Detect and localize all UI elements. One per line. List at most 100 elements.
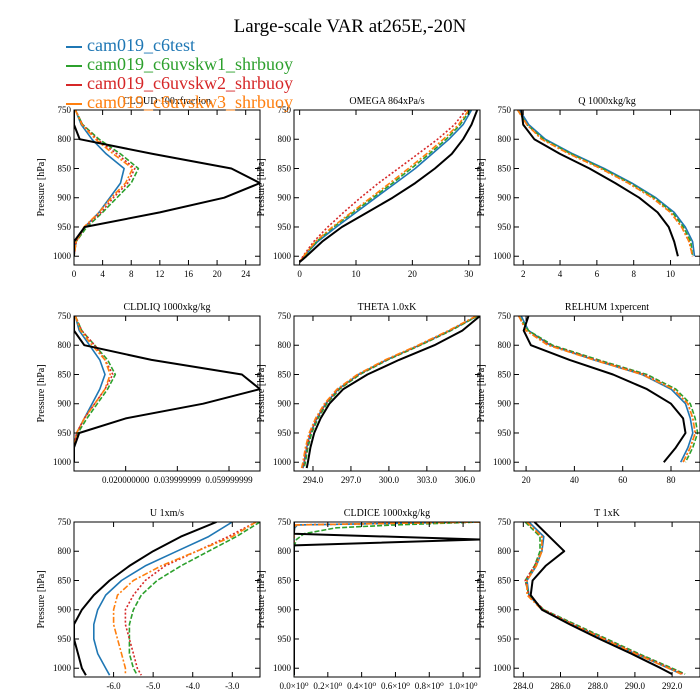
legend-item: cam019_c6uvskw1_shrbuoy <box>66 55 293 74</box>
subplot: 750 800 850 900 950 1000 0.0×10⁰ 0.2×10⁰ 0.4×10⁰… <box>256 508 481 691</box>
y-tick-label: 950 <box>278 222 292 232</box>
x-tick-label: 80 <box>667 475 677 485</box>
subplot-title: RELHUM 1xpercent <box>565 302 649 313</box>
x-tick-label: -4.0 <box>186 681 201 691</box>
subplot: 750 800 850 900 950 1000 2 4 6 8 10 Q 1000xkg/kg Pre… <box>476 96 700 279</box>
x-tick-label: 303.0 <box>417 475 438 485</box>
y-tick-label: 900 <box>498 399 512 409</box>
legend-label: cam019_c6uvskw1_shrbuoy <box>87 54 293 74</box>
y-tick-label: 950 <box>278 428 292 438</box>
series-line-cam019_c6test <box>518 110 696 257</box>
series-line-cam019_c6test <box>74 316 106 463</box>
x-tick-label: 0.059999999 <box>205 475 253 485</box>
y-axis-label: Pressure [hPa] <box>256 570 267 628</box>
subplot-title: CLDICE 1000xkg/kg <box>344 508 430 519</box>
x-tick-label: 4 <box>100 269 105 279</box>
y-tick-label: 800 <box>498 340 512 350</box>
y-tick-label: 1000 <box>53 663 72 673</box>
y-tick-label: 850 <box>498 369 512 379</box>
y-tick-label: 750 <box>498 311 512 321</box>
x-tick-label: 20 <box>408 269 418 279</box>
x-tick-label: 0.0×10⁰ <box>280 681 309 691</box>
series-line-reference <box>74 522 217 676</box>
x-tick-label: 0.039999999 <box>154 475 202 485</box>
x-tick-label: 0 <box>72 269 77 279</box>
series-line-reference <box>520 110 679 257</box>
series-line-cam019_c6uvskw3_shrbuoy <box>300 316 477 469</box>
y-tick-label: 800 <box>498 134 512 144</box>
series-line-cam019_c6uvskw2_shrbuoy <box>524 522 684 675</box>
series-line-reference <box>305 316 480 469</box>
y-tick-label: 750 <box>58 311 72 321</box>
legend-swatch <box>66 102 82 105</box>
plot-frame <box>293 109 481 266</box>
subplot: 750 800 850 900 950 1000 0.020000000 0.03999999… <box>36 302 261 485</box>
subplot: 750 800 850 900 950 1000 0 10 20 30 OMEGA 864xPa/s… <box>256 96 481 279</box>
x-tick-label: 24 <box>241 269 251 279</box>
x-tick-label: 288.0 <box>588 681 609 691</box>
y-tick-label: 1000 <box>53 457 72 467</box>
y-tick-label: 950 <box>58 634 72 644</box>
legend-label: cam019_c6test <box>87 35 195 55</box>
legend-label: cam019_c6uvskw2_shrbuoy <box>87 73 293 93</box>
x-tick-label: 290.0 <box>625 681 646 691</box>
y-tick-label: 750 <box>498 105 512 115</box>
y-axis-label: Pressure [hPa] <box>476 364 487 422</box>
y-tick-label: 1000 <box>493 663 512 673</box>
x-tick-label: 8 <box>631 269 636 279</box>
y-tick-label: 750 <box>278 105 292 115</box>
y-tick-label: 1000 <box>493 457 512 467</box>
plot-frame <box>73 109 261 266</box>
series-line-reference <box>529 522 673 675</box>
y-tick-label: 850 <box>278 369 292 379</box>
y-tick-label: 800 <box>58 340 72 350</box>
y-axis-label: Pressure [hPa] <box>36 570 47 628</box>
legend-item: cam019_c6uvskw3_shrbuoy <box>66 93 293 112</box>
x-tick-label: 300.0 <box>379 475 400 485</box>
x-tick-label: 60 <box>618 475 628 485</box>
series-line-cam019_c6uvskw3_shrbuoy <box>517 110 694 257</box>
y-axis-label: Pressure [hPa] <box>256 158 267 216</box>
series-line-cam019_c6uvskw3_shrbuoy <box>526 522 682 675</box>
x-tick-label: 0.4×10⁰ <box>347 681 376 691</box>
x-tick-label: 292.0 <box>662 681 683 691</box>
y-tick-label: 850 <box>498 163 512 173</box>
series-line-cam019_c6uvskw1_shrbuoy <box>524 522 686 675</box>
x-tick-label: 286.0 <box>550 681 571 691</box>
legend-swatch <box>66 64 82 67</box>
x-tick-label: 284.0 <box>513 681 534 691</box>
subplot-title: OMEGA 864xPa/s <box>349 96 424 107</box>
series-line-cam019_c6uvskw1_shrbuoy <box>74 110 140 257</box>
y-axis-label: Pressure [hPa] <box>476 570 487 628</box>
subplot-title: Q 1000xkg/kg <box>578 96 636 107</box>
y-tick-label: 900 <box>498 605 512 615</box>
x-tick-label: 0.6×10⁰ <box>381 681 410 691</box>
plot-frame <box>513 315 700 472</box>
x-tick-label: -3.0 <box>225 681 240 691</box>
y-axis-label: Pressure [hPa] <box>476 158 487 216</box>
x-tick-label: 0.020000000 <box>102 475 150 485</box>
legend-item: cam019_c6uvskw2_shrbuoy <box>66 74 293 93</box>
x-tick-label: 6 <box>595 269 600 279</box>
series-line-reference <box>74 110 260 257</box>
series-line-cam019_c6uvskw2_shrbuoy <box>74 316 114 463</box>
series-line-cam019_c6uvskw1_shrbuoy <box>518 316 699 463</box>
y-tick-label: 1000 <box>273 663 292 673</box>
series-line-cam019_c6test <box>302 316 478 469</box>
y-tick-label: 950 <box>58 428 72 438</box>
x-tick-label: 0 <box>297 269 302 279</box>
series-line-reference <box>74 316 260 463</box>
series-line-cam019_c6uvskw2_shrbuoy <box>302 316 477 469</box>
subplot-title: U 1xm/s <box>150 508 184 519</box>
y-tick-label: 800 <box>278 134 292 144</box>
series-line-reference <box>522 316 687 463</box>
y-tick-label: 900 <box>498 193 512 203</box>
x-tick-label: 12 <box>155 269 164 279</box>
subplot: 750 800 850 900 950 1000 294.0 297.0 300.0 303.0 3… <box>256 302 481 485</box>
subplot: 750 800 850 900 950 1000 -6.0 -5.0 -4.0 -3.0 U 1xm… <box>36 508 261 691</box>
y-tick-label: 850 <box>58 575 72 585</box>
x-tick-label: 297.0 <box>341 475 362 485</box>
x-tick-label: 20 <box>522 475 532 485</box>
subplot-title: CLDLIQ 1000xkg/kg <box>124 302 211 313</box>
